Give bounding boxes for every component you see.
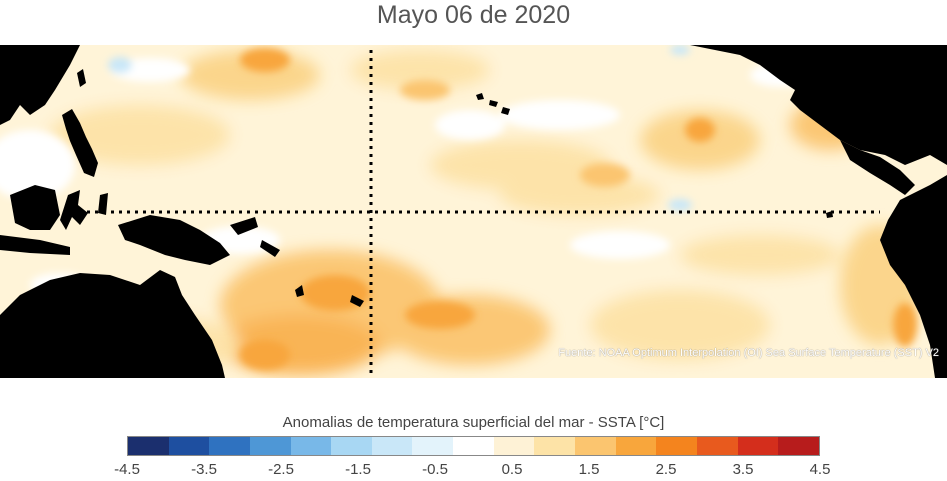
colorbar-swatch — [493, 437, 535, 455]
land-new-britain — [230, 217, 258, 235]
colorbar-swatch — [128, 437, 169, 455]
colorbar-tick-label: 1.5 — [578, 461, 600, 478]
land-halmahera — [98, 193, 108, 215]
colorbar-swatch — [534, 437, 576, 455]
colorbar-swatch — [209, 437, 250, 455]
colorbar-tick-label: 3.5 — [732, 461, 754, 478]
land-asia-mainland — [0, 45, 80, 125]
land-masses — [0, 45, 947, 378]
colorbar-tick-label: -0.5 — [422, 461, 448, 478]
land-hawaii — [476, 93, 510, 115]
colorbar-swatch — [656, 437, 697, 455]
land-new-guinea — [118, 215, 230, 265]
map-title: Mayo 06 de 2020 — [376, 1, 571, 29]
colorbar-swatch — [778, 437, 819, 455]
colorbar-swatch — [575, 437, 616, 455]
colorbar-tick-label: 0.5 — [501, 461, 523, 478]
land-taiwan — [77, 69, 86, 87]
colorbar-swatch — [737, 437, 779, 455]
sst-anomaly-map — [0, 45, 947, 378]
land-java — [0, 235, 70, 255]
colorbar-swatch — [331, 437, 372, 455]
colorbar-tick-label: 4.5 — [809, 461, 831, 478]
colorbar-tick-label: -1.5 — [345, 461, 371, 478]
colorbar-swatch — [453, 437, 494, 455]
land-solomon-islands — [260, 240, 280, 257]
colorbar-swatch — [371, 437, 413, 455]
colorbar-ticks: -4.5 -3.5 -2.5 -1.5 -0.5 0.5 1.5 2.5 3.5 4.5 — [114, 461, 830, 481]
colorbar-tick-label: -3.5 — [191, 461, 217, 478]
land-south-america — [880, 175, 947, 378]
colorbar-swatch — [615, 437, 657, 455]
colorbar-tick-label: -2.5 — [268, 461, 294, 478]
colorbar-swatch — [412, 437, 454, 455]
land-australia — [0, 270, 225, 378]
data-source-note: Fuente: NOAA Optimum Interpolation (OI) … — [558, 347, 939, 359]
land-new-caledonia — [350, 295, 364, 307]
land-philippines — [62, 109, 98, 177]
land-north-america — [690, 45, 947, 165]
colorbar — [127, 436, 820, 456]
land-cuba — [860, 105, 930, 130]
land-fiji — [295, 285, 304, 297]
colorbar-swatch — [290, 437, 332, 455]
land-borneo — [10, 185, 60, 230]
colorbar-swatch — [168, 437, 210, 455]
colorbar-swatch — [696, 437, 738, 455]
colorbar-title: Anomalias de temperatura superficial del… — [282, 414, 665, 431]
colorbar-tick-label: -4.5 — [114, 461, 140, 478]
colorbar-tick-label: 2.5 — [655, 461, 677, 478]
land-central-america — [840, 140, 915, 195]
colorbar-swatch — [249, 437, 291, 455]
land-sulawesi — [60, 190, 88, 230]
